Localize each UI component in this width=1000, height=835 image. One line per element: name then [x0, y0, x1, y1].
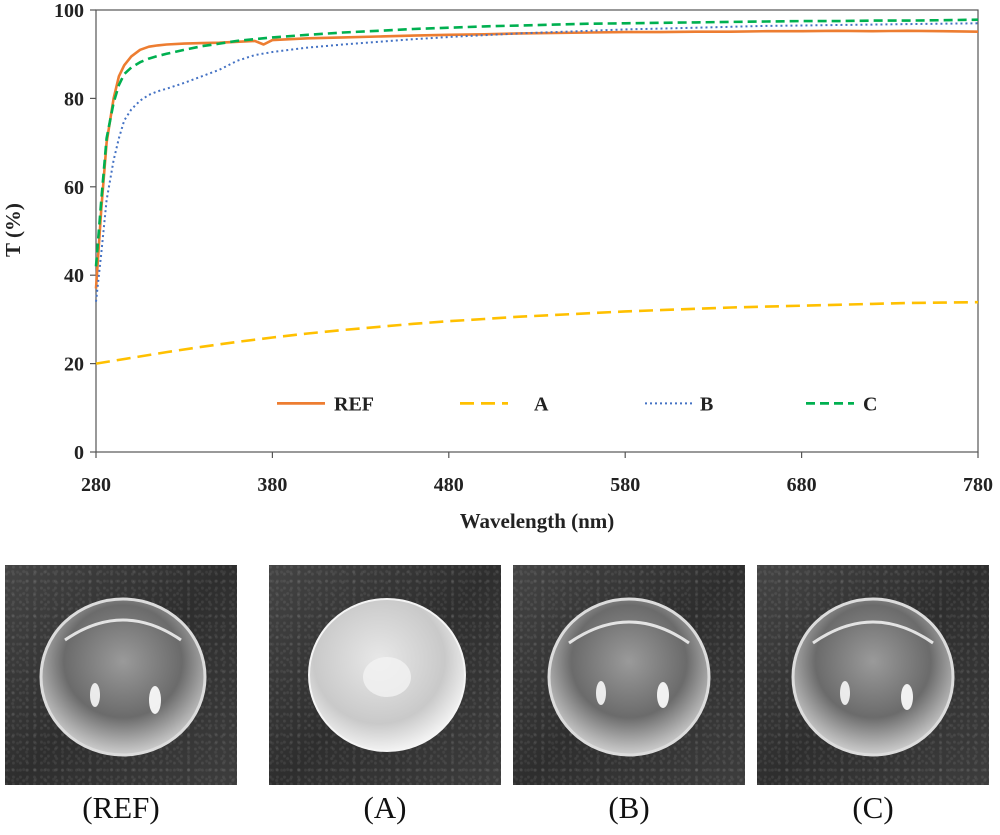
- plot-border: [95, 9, 979, 453]
- sample-photo-row: (REF) (A) (B) (C): [0, 565, 1000, 835]
- x-tick-label: 480: [434, 474, 464, 496]
- legend-label-a: A: [534, 393, 549, 415]
- x-tick-label: 780: [963, 474, 993, 496]
- x-tick-label: 680: [787, 474, 817, 496]
- photo-a: [269, 565, 501, 785]
- x-axis-title: Wavelength (nm): [460, 509, 615, 533]
- y-tick-label: 80: [64, 88, 84, 110]
- photo-b: [513, 565, 745, 785]
- photo-ref: [5, 565, 237, 785]
- caption-a: (A): [363, 790, 407, 825]
- x-tick-label: 580: [610, 474, 640, 496]
- x-tick-label: 380: [257, 474, 287, 496]
- caption-c: (C): [852, 790, 894, 825]
- photo-c: [757, 565, 989, 785]
- caption-ref: (REF): [82, 790, 160, 825]
- y-axis-title: T (%): [1, 203, 25, 257]
- legend-label-b: B: [700, 393, 713, 415]
- series-line-c: [94, 18, 979, 267]
- legend: REF A B C: [277, 393, 877, 415]
- series-line-a: [95, 300, 979, 365]
- legend-label-ref: REF: [334, 393, 374, 415]
- legend-label-c: C: [863, 393, 877, 415]
- y-tick-label: 0: [74, 442, 84, 464]
- y-tick-label: 40: [64, 265, 84, 287]
- y-tick-label: 100: [54, 0, 84, 22]
- transmittance-chart: 0 20 40 60 80 100 280 380 480 580 680 780 REF A B C T…: [1, 0, 993, 533]
- series-layer: [94, 18, 979, 365]
- series-line-ref: [94, 29, 979, 289]
- plot-frame: [95, 9, 979, 453]
- y-tick-label: 60: [64, 177, 84, 199]
- series-line-b: [95, 22, 979, 302]
- caption-b: (B): [608, 790, 650, 825]
- x-tick-label: 280: [81, 474, 111, 496]
- x-axis-ticks: 280 380 480 580 680 780: [81, 452, 993, 496]
- y-axis-ticks: 0 20 40 60 80 100: [54, 0, 96, 464]
- y-tick-label: 20: [64, 354, 84, 376]
